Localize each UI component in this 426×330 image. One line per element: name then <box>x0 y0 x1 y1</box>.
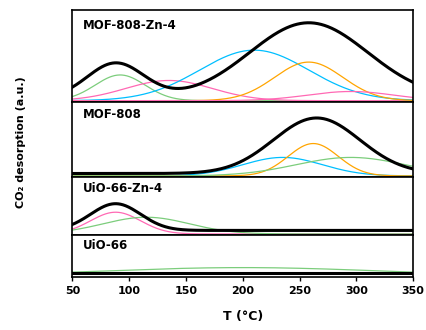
Text: MOF-808: MOF-808 <box>83 108 141 121</box>
Text: UiO-66: UiO-66 <box>83 239 128 252</box>
Text: CO₂ desorption (a.u.): CO₂ desorption (a.u.) <box>16 76 26 208</box>
Text: T (°C): T (°C) <box>223 311 263 323</box>
Text: UiO-66-Zn-4: UiO-66-Zn-4 <box>83 182 163 195</box>
Text: MOF-808-Zn-4: MOF-808-Zn-4 <box>83 19 176 32</box>
